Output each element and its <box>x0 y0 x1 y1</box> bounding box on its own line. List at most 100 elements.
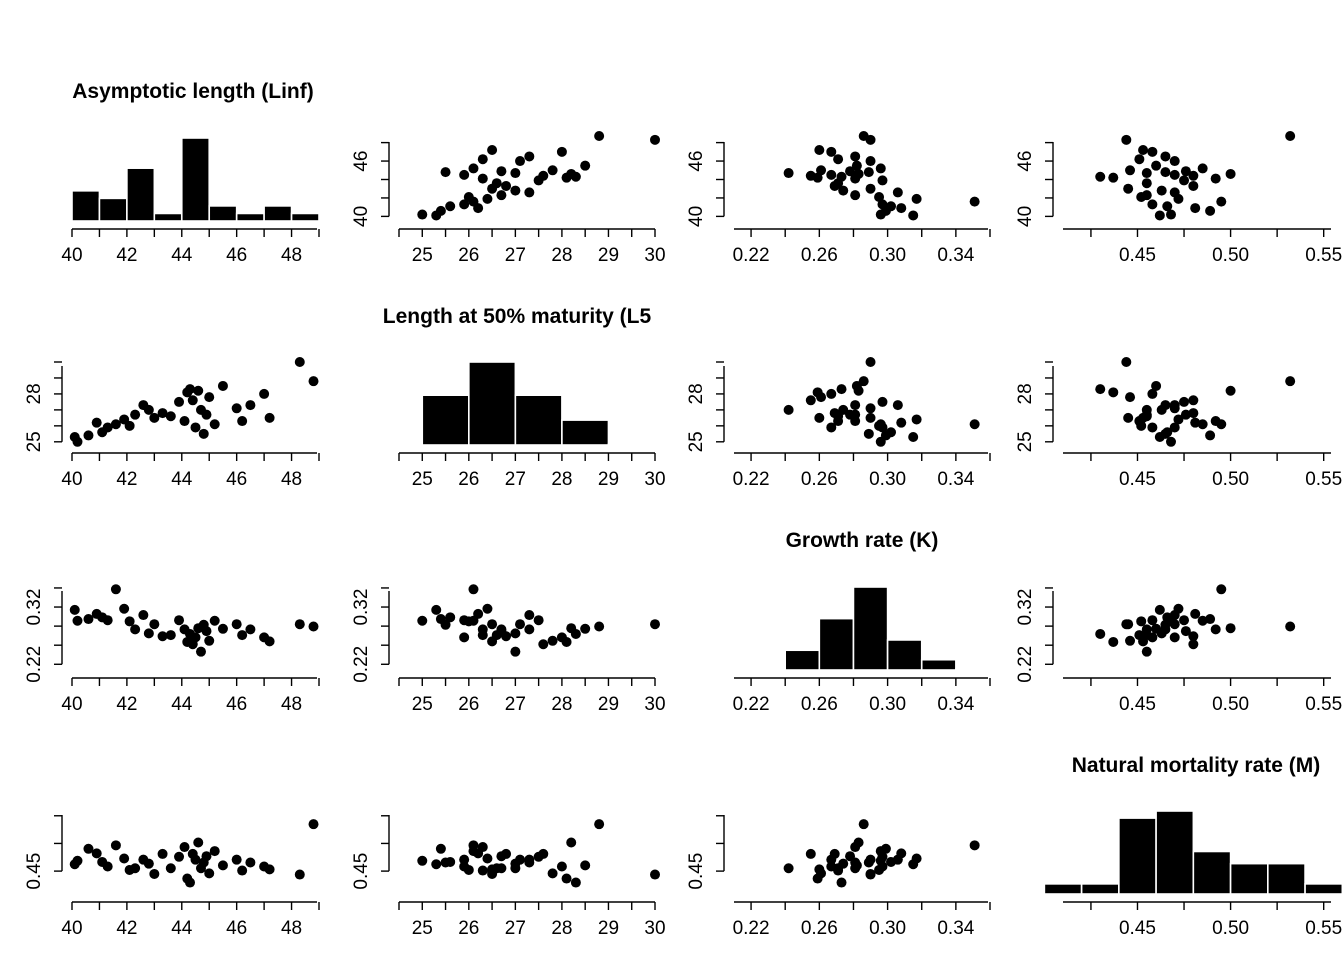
data-point <box>875 163 886 174</box>
data-point <box>149 619 160 630</box>
data-point <box>814 144 825 155</box>
data-point <box>850 400 861 411</box>
histogram-bar <box>1192 850 1232 895</box>
data-point <box>1180 409 1191 420</box>
x-tick-label: 46 <box>226 469 247 490</box>
data-point <box>91 417 102 428</box>
data-point <box>783 863 794 874</box>
data-point <box>858 376 869 387</box>
data-point <box>566 168 577 179</box>
data-point <box>143 628 154 639</box>
data-point <box>459 169 470 180</box>
data-point <box>157 848 168 859</box>
data-point <box>865 854 876 865</box>
data-point <box>149 868 160 879</box>
x-tick-label: 0.30 <box>869 694 906 715</box>
data-point <box>185 384 196 395</box>
x-tick-label: 26 <box>458 245 479 266</box>
data-point <box>896 417 907 428</box>
data-point <box>896 203 907 214</box>
data-point <box>865 412 876 423</box>
data-point <box>431 859 442 870</box>
panel-K-vs-L50: 25 26 27 28 29 30 0.22 0.32 <box>351 584 666 715</box>
data-point <box>308 819 319 830</box>
data-point <box>877 175 888 186</box>
data-point <box>838 185 849 196</box>
panel-M-vs-Linf: 40 42 44 46 48 0.45 <box>24 815 320 939</box>
panel-K-vs-Linf: 40 42 44 46 48 0.22 0.32 <box>24 584 320 715</box>
data-point <box>110 419 121 430</box>
data-point <box>124 616 135 627</box>
panel-Linf-vs-K: 0.22 0.26 0.30 0.34 40 46 <box>686 131 991 266</box>
x-tick-label: 27 <box>505 469 526 490</box>
data-point <box>1225 385 1236 396</box>
x-tick-label: 0.50 <box>1212 469 1249 490</box>
data-point <box>1179 615 1190 626</box>
histogram-bar <box>1229 862 1269 895</box>
data-point <box>119 853 130 864</box>
scatter-points <box>417 819 660 888</box>
data-point <box>580 160 591 171</box>
x-tick-label: 27 <box>505 694 526 715</box>
scatter-points <box>417 584 660 657</box>
data-point <box>245 857 256 868</box>
data-point <box>911 853 922 864</box>
data-point <box>805 848 816 859</box>
x-tick-label: 29 <box>598 694 619 715</box>
data-point <box>566 837 577 848</box>
x-tick-label: 40 <box>61 918 82 939</box>
data-point <box>231 854 242 865</box>
y-tick-label: 0.22 <box>24 646 45 683</box>
y-tick-label: 28 <box>686 383 707 404</box>
data-point <box>459 199 470 210</box>
data-point <box>440 167 451 178</box>
data-point <box>853 168 864 179</box>
scatter-points <box>783 357 980 447</box>
data-point <box>264 412 275 423</box>
data-point <box>496 190 507 201</box>
x-tick-label: 30 <box>644 694 665 715</box>
data-point <box>858 131 869 141</box>
x-tick-label: 0.26 <box>801 245 838 266</box>
x-tick-label: 48 <box>281 245 302 266</box>
x-tick-label: 0.34 <box>937 694 974 715</box>
data-point <box>130 409 141 420</box>
data-point <box>826 388 837 399</box>
x-tick-label: 26 <box>458 918 479 939</box>
data-point <box>138 610 149 621</box>
data-point <box>1188 639 1199 650</box>
data-point <box>487 144 498 155</box>
x-tick-label: 46 <box>226 694 247 715</box>
data-point <box>130 863 141 874</box>
data-point <box>459 632 470 643</box>
data-point <box>850 190 861 201</box>
data-point <box>580 860 591 871</box>
data-point <box>805 170 816 181</box>
data-point <box>556 861 567 872</box>
histogram-bar <box>71 190 101 222</box>
data-point <box>875 846 886 857</box>
histogram <box>71 137 320 222</box>
data-point <box>1169 169 1180 180</box>
x-tick-label: 44 <box>171 245 193 266</box>
x-tick-label: 0.55 <box>1305 469 1342 490</box>
x-axis: 25 26 27 28 29 30 <box>398 228 666 266</box>
y-tick-label: 28 <box>1015 383 1036 404</box>
y-tick-label: 28 <box>24 383 45 404</box>
data-point <box>814 412 825 423</box>
data-point <box>294 869 305 880</box>
x-tick-label: 0.30 <box>869 245 906 266</box>
x-tick-label: 28 <box>551 918 572 939</box>
data-point <box>477 630 488 641</box>
histogram-bar <box>852 586 889 671</box>
x-tick-label: 26 <box>458 469 479 490</box>
data-point <box>1108 172 1119 183</box>
data-point <box>308 621 319 632</box>
x-tick-label: 0.22 <box>733 245 770 266</box>
histogram-bar <box>955 668 991 671</box>
data-point <box>237 416 248 427</box>
y-axis: 0.45 <box>24 815 63 890</box>
data-point <box>190 854 201 865</box>
data-point <box>190 632 201 643</box>
data-point <box>91 848 102 859</box>
